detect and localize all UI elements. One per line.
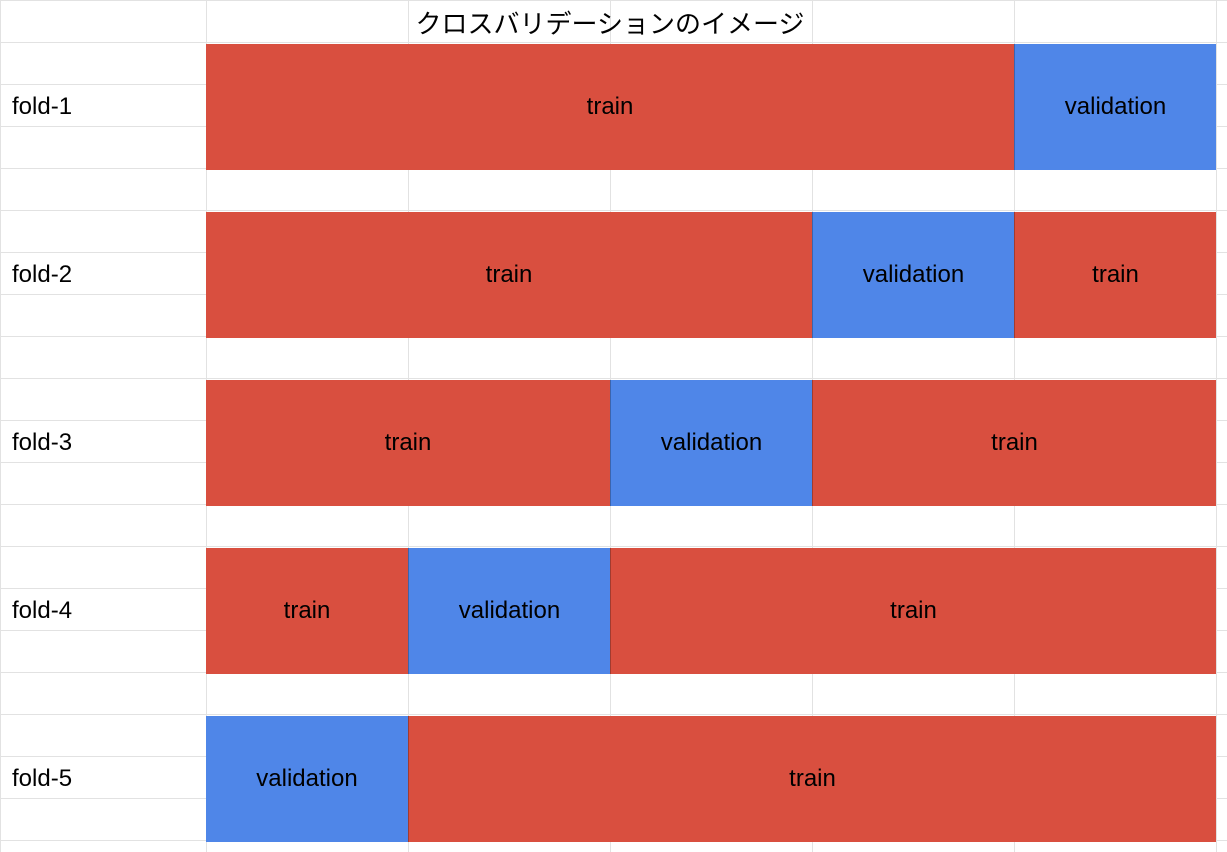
validation-segment: validation <box>206 716 408 842</box>
train-segment: train <box>1014 212 1216 338</box>
train-segment: train <box>206 380 610 506</box>
fold-label: fold-3 <box>12 429 73 456</box>
page-title: クロスバリデーションのイメージ <box>415 8 805 39</box>
train-segment: train <box>812 380 1216 506</box>
fold-label: fold-2 <box>12 261 73 288</box>
train-segment: train <box>408 716 1216 842</box>
validation-segment: validation <box>812 212 1014 338</box>
train-segment: train <box>206 212 812 338</box>
fold-label: fold-5 <box>12 765 73 792</box>
fold-label: fold-1 <box>12 93 73 120</box>
train-segment: train <box>610 548 1216 674</box>
validation-segment: validation <box>408 548 610 674</box>
fold-label: fold-4 <box>12 597 73 624</box>
validation-segment: validation <box>610 380 812 506</box>
validation-segment: validation <box>1014 44 1216 170</box>
train-segment: train <box>206 44 1014 170</box>
train-segment: train <box>206 548 408 674</box>
